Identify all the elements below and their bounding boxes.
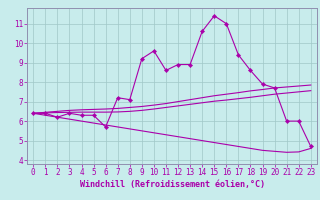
X-axis label: Windchill (Refroidissement éolien,°C): Windchill (Refroidissement éolien,°C): [79, 180, 265, 189]
